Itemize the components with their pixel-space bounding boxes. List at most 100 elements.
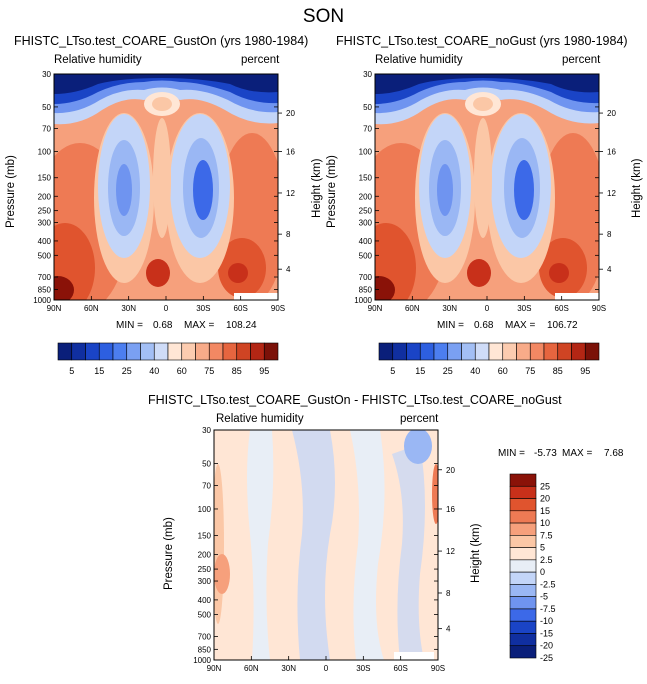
panel3-x-ticks: 90N 60N 30N 0 30S 60S 90S [207, 656, 445, 673]
panel3-colorbar: 25 20 15 10 7.5 5 2.5 0 -2.5 -5 -7.5 -10 -15 -20 -25 [509, 473, 556, 662]
panel3-neg-max [404, 430, 432, 464]
colorbar-swatch [236, 342, 251, 361]
colorbar-swatch [474, 342, 490, 361]
colorbar-swatch [509, 633, 537, 647]
colorbar-swatch [571, 342, 586, 361]
panel2-colorbar: 5 15 25 40 60 75 85 95 [378, 342, 600, 376]
height-tick-label: 8 [607, 230, 612, 239]
y-tick-label: 30 [363, 70, 372, 79]
panel3-missing-surface [394, 652, 434, 660]
colorbar-swatch [509, 522, 537, 536]
y-tick-label: 70 [42, 125, 51, 134]
panel1-moist-eq-max [146, 259, 170, 287]
panel1-variable-label: Relative humidity [54, 54, 142, 66]
colorbar-label: 2.5 [540, 555, 553, 565]
panel2-min-value: 0.68 [474, 320, 494, 331]
panel1-dry-nh-3 [116, 164, 132, 216]
y-tick-label: 850 [359, 286, 373, 295]
colorbar-label: 85 [232, 366, 242, 376]
colorbar-swatch [584, 342, 600, 361]
y-tick-label: 100 [198, 505, 212, 514]
y-tick-label: 500 [38, 251, 52, 260]
x-tick-label: 0 [164, 304, 169, 313]
x-tick-label: 30N [281, 664, 296, 673]
y-tick-label: 250 [198, 565, 212, 574]
colorbar-swatch [112, 342, 128, 361]
colorbar-swatch [250, 342, 265, 361]
height-tick-label: 16 [446, 505, 455, 514]
y-tick-label: 150 [359, 174, 373, 183]
colorbar-label: 85 [553, 366, 563, 376]
height-tick-label: 4 [607, 265, 612, 274]
colorbar-swatch [488, 342, 504, 361]
colorbar-label: 5 [69, 366, 74, 376]
panel2-max-label: MAX = [505, 320, 536, 331]
x-tick-label: 60S [394, 664, 408, 673]
y-tick-label: 1000 [193, 656, 211, 665]
colorbar-swatch [509, 547, 537, 561]
x-tick-label: 90N [368, 304, 383, 313]
colorbar-label: 5 [540, 543, 545, 553]
panel1-y-axis-right-label: Height (km) [311, 158, 323, 218]
colorbar-swatch [502, 342, 517, 361]
colorbar-swatch [167, 342, 183, 361]
x-tick-label: 30S [356, 664, 370, 673]
x-tick-label: 30N [121, 304, 136, 313]
y-tick-label: 850 [198, 645, 212, 654]
colorbar-swatch [195, 342, 210, 361]
x-tick-label: 90S [431, 664, 445, 673]
panel3-y-ticks: 30 50 70 100 150 200 250 300 400 500 700 850 1000 [193, 426, 438, 665]
colorbar-label: 95 [580, 366, 590, 376]
panel3-pos-max [214, 554, 230, 594]
panel1-upper-dry-4 [54, 74, 278, 94]
y-tick-label: 150 [198, 532, 212, 541]
y-tick-label: 30 [42, 70, 51, 79]
panel3-neg-band-4 [392, 444, 425, 660]
height-tick-label: 12 [446, 547, 455, 556]
colorbar-swatch [509, 620, 537, 634]
height-tick-label: 8 [446, 589, 451, 598]
colorbar-swatch [461, 342, 476, 361]
colorbar-swatch [509, 559, 537, 573]
panel1-colorbar: 5 15 25 40 60 75 85 95 [57, 342, 279, 376]
panel3-title: FHISTC_LTso.test_COARE_GustOn - FHISTC_L… [148, 393, 562, 407]
panel2-moist-eq-max [467, 259, 491, 287]
panel2-max-value: 106.72 [547, 320, 578, 331]
height-tick-label: 4 [446, 625, 451, 634]
colorbar-label: 25 [443, 366, 453, 376]
colorbar-swatch [543, 342, 559, 361]
x-tick-label: 90S [271, 304, 285, 313]
panel1-tropopause-moist-core [152, 97, 172, 111]
panel1-eq-column [153, 118, 171, 238]
panel3-y-axis-label: Pressure (mb) [163, 517, 175, 590]
colorbar-swatch [57, 342, 73, 361]
y-tick-label: 400 [198, 596, 212, 605]
colorbar-swatch [509, 535, 537, 548]
x-tick-label: 60N [405, 304, 420, 313]
panel2-variable-label: Relative humidity [375, 54, 463, 66]
panel3-min-label: MIN = [498, 448, 525, 459]
panel1-max-value: 108.24 [226, 320, 257, 331]
panel2-min-label: MIN = [437, 320, 464, 331]
colorbar-swatch [509, 473, 537, 487]
panel1-missing-surface [234, 293, 278, 300]
colorbar-swatch [557, 342, 572, 361]
x-tick-label: 60N [244, 664, 259, 673]
x-tick-label: 60N [84, 304, 99, 313]
y-tick-label: 300 [359, 218, 373, 227]
panel2-moist-sh-max [549, 263, 569, 283]
panel3-field [214, 430, 438, 660]
x-tick-label: 90N [47, 304, 62, 313]
colorbar-label: 7.5 [540, 530, 553, 540]
y-tick-label: 300 [198, 577, 212, 586]
colorbar-swatch [509, 498, 537, 512]
height-tick-label: 16 [607, 148, 616, 157]
y-tick-label: 50 [42, 103, 51, 112]
panel3-y-axis-right-label: Height (km) [470, 523, 482, 583]
colorbar-swatch [516, 342, 531, 361]
colorbar-label: -15 [540, 628, 553, 638]
